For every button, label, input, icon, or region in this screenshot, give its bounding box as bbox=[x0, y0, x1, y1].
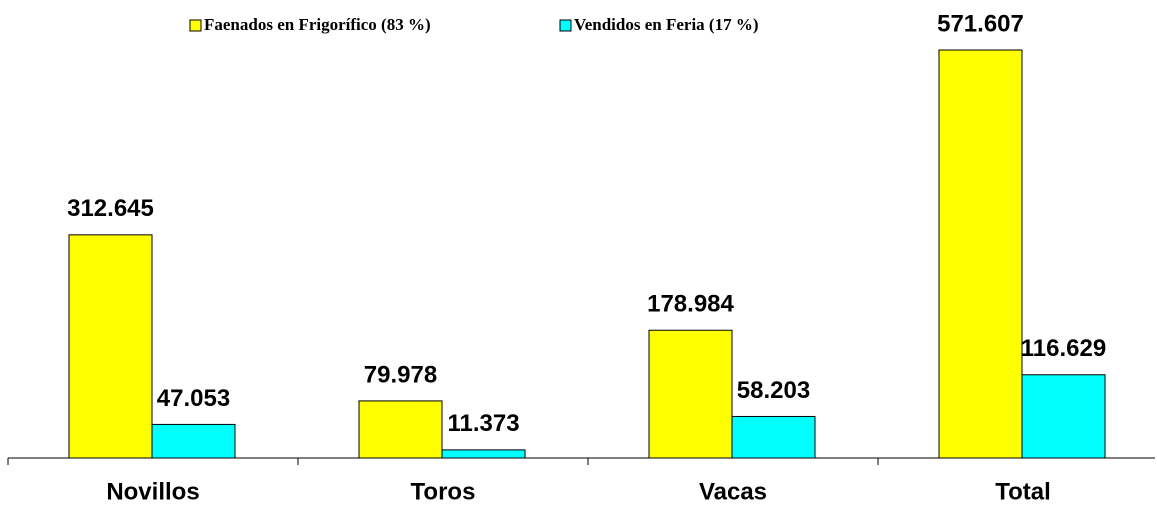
bar bbox=[68, 234, 153, 459]
legend-swatch bbox=[559, 19, 572, 32]
bar bbox=[358, 400, 443, 459]
data-label: 11.373 bbox=[447, 410, 519, 437]
data-label: 571.607 bbox=[937, 10, 1024, 37]
data-label: 47.053 bbox=[157, 385, 230, 412]
bar bbox=[151, 423, 236, 459]
data-label: 58.203 bbox=[737, 377, 810, 404]
x-tick-label: Novillos bbox=[106, 478, 199, 505]
data-label: 178.984 bbox=[647, 291, 734, 318]
x-tick-label: Toros bbox=[411, 478, 476, 505]
bar bbox=[731, 415, 816, 459]
bar bbox=[938, 49, 1023, 459]
data-label: 79.978 bbox=[364, 361, 437, 388]
bar bbox=[1021, 374, 1106, 459]
legend-swatch bbox=[189, 19, 202, 32]
legend-label: Vendidos en Feria (17 %) bbox=[574, 15, 759, 34]
x-tick-label: Total bbox=[995, 478, 1051, 505]
bar bbox=[648, 329, 733, 459]
bar bbox=[441, 449, 526, 459]
data-label: 312.645 bbox=[67, 195, 154, 222]
legend-label: Faenados en Frigorífico (83 %) bbox=[204, 15, 431, 34]
x-tick-label: Vacas bbox=[699, 478, 767, 505]
data-label: 116.629 bbox=[1021, 335, 1106, 362]
